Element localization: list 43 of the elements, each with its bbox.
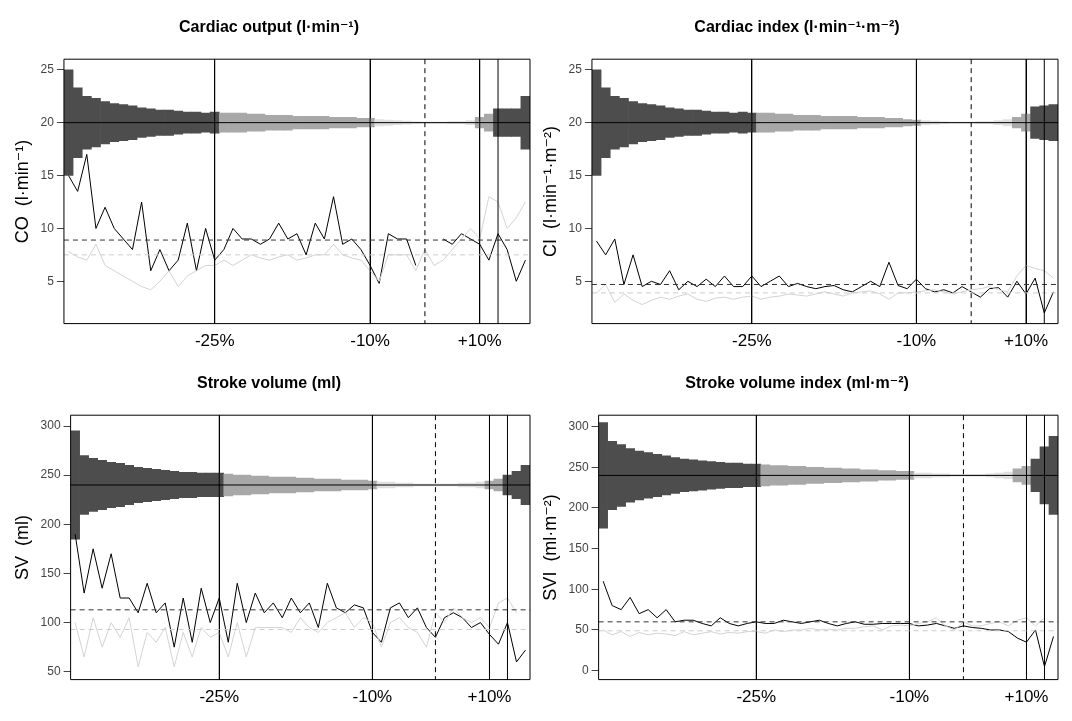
y-tick-label: 15 (40, 167, 55, 182)
x-tick-label: -10% (896, 331, 937, 351)
y-tick-label: 50 (575, 622, 589, 637)
y-tick-label: 300 (40, 418, 61, 433)
y-tick-label: 250 (568, 459, 589, 474)
x-tick-label: +10% (1004, 331, 1048, 351)
y-tick-label: 10 (40, 220, 55, 235)
x-tick-label: -10% (350, 331, 390, 351)
y-tick-label: 5 (47, 273, 55, 288)
y-tick-label: 25 (568, 62, 583, 77)
x-tick-label: +10% (457, 331, 502, 351)
y-tick-label: 50 (47, 664, 61, 679)
y-axis-title: CO (l·min⁻¹) (11, 139, 32, 244)
x-tick-label: -25% (194, 331, 235, 351)
y-tick-label: 250 (40, 467, 61, 482)
y-tick-label: 5 (575, 273, 583, 288)
chart-title: Stroke volume (ml) (196, 374, 342, 392)
x-tick-label: -25% (732, 331, 772, 351)
y-axis-title: CI (l·min⁻¹·m⁻²) (539, 125, 560, 257)
x-tick-label: -10% (352, 687, 393, 707)
x-tick-label: -25% (199, 687, 240, 707)
y-tick-label: 25 (40, 62, 55, 77)
y-tick-label: 150 (568, 540, 589, 555)
y-tick-label: 15 (568, 167, 583, 182)
y-tick-label: 20 (40, 114, 55, 129)
y-tick-label: 0 (581, 662, 589, 677)
y-axis-title: SVI (ml·m⁻²) (539, 494, 560, 601)
y-tick-label: 200 (568, 500, 589, 515)
x-tick-label: -10% (889, 687, 930, 707)
x-tick-label: +10% (1004, 687, 1049, 707)
chart-title: Cardiac output (l·min⁻¹) (179, 18, 359, 36)
y-tick-label: 100 (40, 614, 61, 629)
y-tick-label: 20 (568, 114, 583, 129)
y-tick-label: 10 (568, 220, 583, 235)
x-tick-label: +10% (467, 687, 512, 707)
x-tick-label: -25% (736, 687, 777, 707)
y-tick-label: 300 (568, 418, 589, 433)
chart-title: Cardiac index (l·min⁻¹·m⁻²) (694, 18, 900, 36)
y-axis-title: SV (ml) (11, 514, 32, 580)
y-tick-label: 150 (40, 565, 61, 580)
y-tick-label: 200 (40, 516, 61, 531)
y-tick-label: 100 (568, 581, 589, 596)
chart-title: Stroke volume index (ml·m⁻²) (685, 374, 909, 392)
